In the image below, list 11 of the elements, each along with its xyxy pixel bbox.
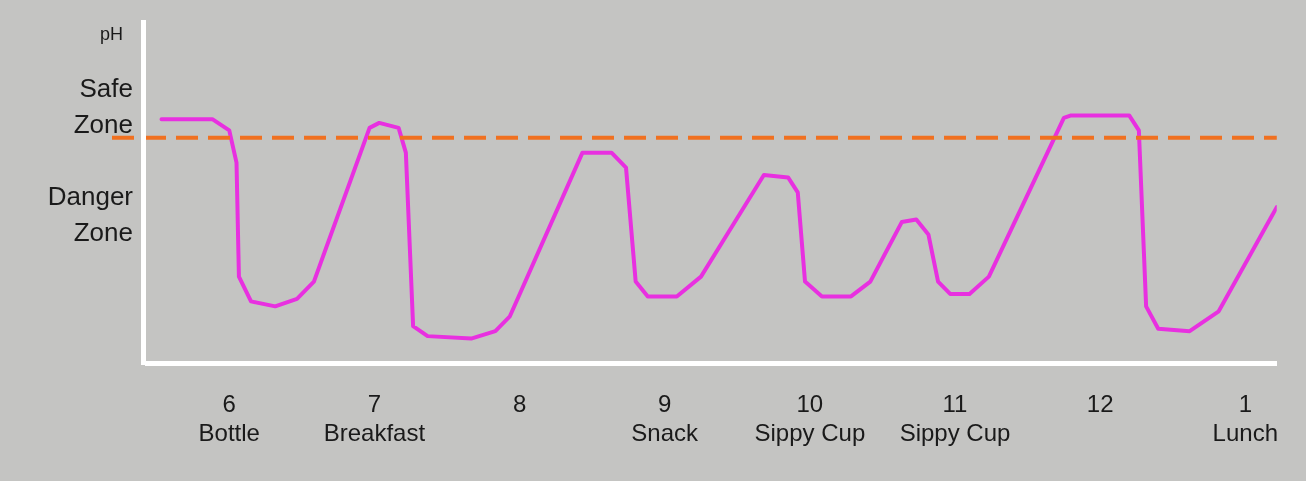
text: Danger Zone [47,180,134,247]
x-tick-label: 9 Snack [631,390,700,447]
x-tick-label: 1 Lunch [1212,390,1278,447]
x-tick-label: 11 Sippy Cup [899,390,1011,447]
text: Safe Zone [73,72,133,139]
x-tick-label: 12 [1086,390,1114,418]
x-tick-label: 8 [512,390,527,418]
x-tick-label: 7 Breakfast [323,390,426,447]
y-axis-title: pH [99,24,123,45]
x-tick-label: 10 Sippy Cup [754,390,866,447]
x-tick-label: 6 Bottle [198,390,260,447]
